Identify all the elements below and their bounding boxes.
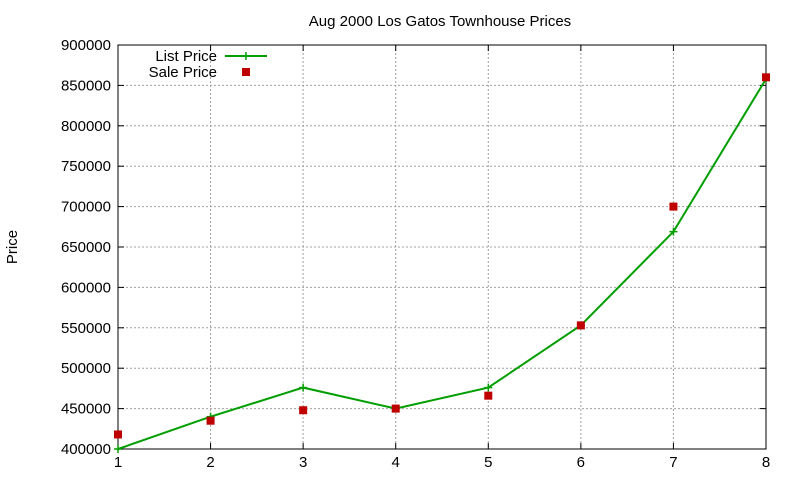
data-point-sale-price bbox=[391, 404, 400, 413]
grid-layer bbox=[118, 45, 766, 449]
data-point-list-price bbox=[669, 227, 678, 236]
x-tick-label: 4 bbox=[392, 454, 400, 471]
data-point-list-price bbox=[299, 383, 308, 392]
legend-label-list-price: List Price bbox=[155, 48, 217, 65]
series-line-list-price bbox=[117, 78, 767, 450]
y-tick-label: 800000 bbox=[61, 118, 111, 135]
legend-label-sale-price: Sale Price bbox=[149, 64, 217, 81]
x-tick-label: 5 bbox=[484, 454, 492, 471]
data-point-sale-price bbox=[762, 73, 770, 82]
legend-marker-list-price bbox=[242, 52, 250, 60]
y-tick-label: 700000 bbox=[61, 199, 111, 216]
x-tick-label: 8 bbox=[762, 454, 770, 471]
data-point-sale-price bbox=[669, 202, 678, 211]
y-tick-label: 500000 bbox=[61, 360, 111, 377]
legend-marker-sale-price bbox=[242, 68, 250, 76]
y-tick-label: 850000 bbox=[61, 77, 111, 94]
x-tick-label: 6 bbox=[577, 454, 585, 471]
tick-layer: 400000 450000 500000 550000 600000 650000 7000… bbox=[61, 37, 770, 471]
y-tick-label: 750000 bbox=[61, 158, 111, 175]
x-tick-label: 1 bbox=[114, 454, 122, 471]
chart-title: Aug 2000 Los Gatos Townhouse Prices bbox=[309, 13, 571, 30]
series-layer bbox=[114, 73, 770, 453]
data-point-list-price bbox=[114, 445, 122, 453]
series-sale-price bbox=[114, 73, 770, 439]
data-point-list-price bbox=[484, 383, 493, 392]
y-tick-label: 650000 bbox=[61, 239, 111, 256]
data-point-sale-price bbox=[114, 430, 122, 439]
x-tick-label: 3 bbox=[299, 454, 307, 471]
y-tick-label: 450000 bbox=[61, 401, 111, 418]
data-point-sale-price bbox=[576, 321, 585, 330]
series-list-price bbox=[114, 74, 770, 453]
y-tick-label: 900000 bbox=[61, 37, 111, 54]
x-tick-label: 7 bbox=[669, 454, 677, 471]
y-tick-label: 550000 bbox=[61, 320, 111, 337]
y-axis-label: Price bbox=[4, 230, 21, 264]
y-tick-label: 600000 bbox=[61, 279, 111, 296]
data-point-sale-price bbox=[299, 406, 308, 415]
data-point-sale-price bbox=[206, 416, 215, 425]
data-point-sale-price bbox=[484, 391, 493, 400]
y-tick-label: 400000 bbox=[61, 441, 111, 458]
x-tick-label: 2 bbox=[206, 454, 214, 471]
